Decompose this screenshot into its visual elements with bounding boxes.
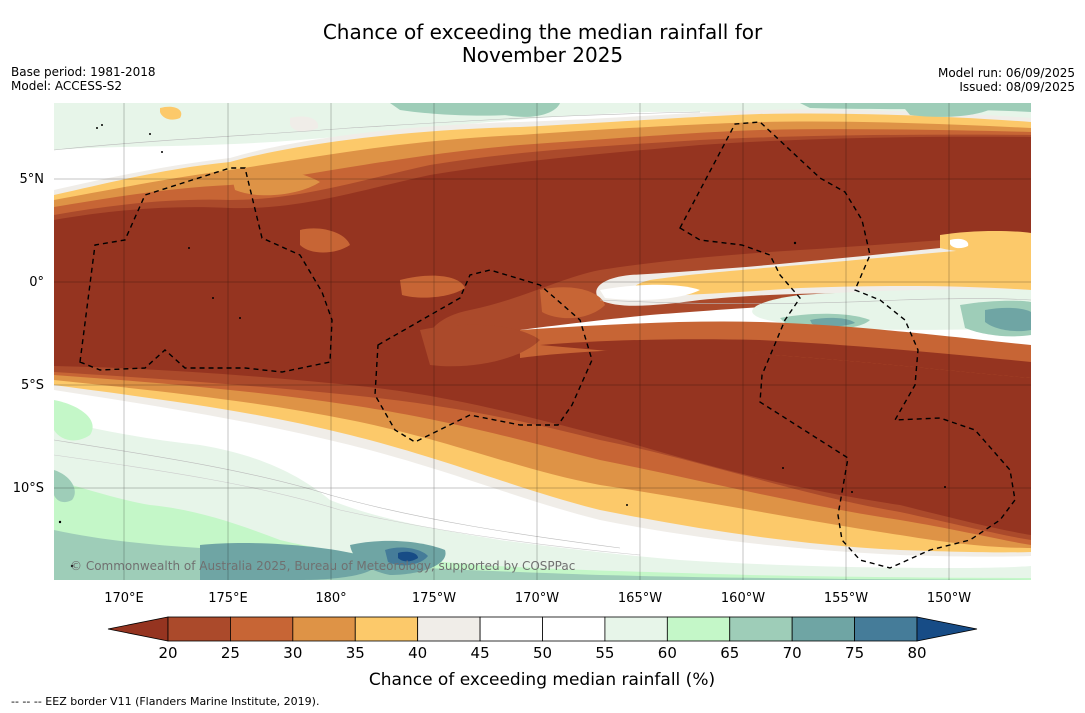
base-period-label: Base period: 1981-2018 [11,65,156,79]
meta-left: Base period: 1981-2018 Model: ACCESS-S2 [11,65,156,93]
colorbar-extend-low [107,616,169,642]
lon-label: 170°E [104,591,144,606]
title-line-2: November 2025 [461,43,624,67]
eez-borders [79,121,1016,569]
map-title: Chance of exceeding the median rainfall … [0,21,1085,67]
colorbar-tick-label: 65 [720,644,739,662]
colorbar-tick-label: 80 [907,644,926,662]
colorbar-segment [292,616,356,642]
model-label: Model: ACCESS-S2 [11,79,123,93]
colorbar-segment [854,616,918,642]
colorbar-tick-label: 50 [533,644,552,662]
colorbar-tick-label: 40 [408,644,427,662]
colorbar-segment [666,616,731,642]
colorbar-segment [604,616,668,642]
colorbar-tick-label: 70 [783,644,802,662]
rainfall-probability-field [54,103,1031,580]
title-line-1: Chance of exceeding the median rainfall … [322,20,763,44]
colorbar-segment [230,616,294,642]
colorbar: 20 25 30 35 40 45 50 55 60 65 70 75 80 [107,616,978,662]
lat-label: 5°S [21,378,44,393]
colorbar-tick-label: 35 [346,644,365,662]
colorbar-tick-label: 55 [595,644,614,662]
colorbar-segment [479,616,543,642]
colorbar-segment [542,616,606,642]
lat-label: 0° [29,275,44,290]
lon-label: 175°W [412,591,456,606]
copyright-text: © Commonwealth of Australia 2025, Bureau… [70,559,575,573]
lat-label: 5°N [20,172,45,187]
lat-label: 10°S [13,481,44,496]
issued-label: Issued: 08/09/2025 [959,80,1075,94]
colorbar-tick-label: 45 [471,644,490,662]
lon-label: 180° [315,591,346,606]
lon-label: 175°E [208,591,248,606]
lon-label: 165°W [618,591,662,606]
colorbar-segment [354,616,419,642]
lon-label: 150°W [927,591,971,606]
colorbar-tick-label: 75 [845,644,864,662]
colorbar-tick-label: 30 [283,644,302,662]
colorbar-label: Chance of exceeding median rainfall (%) [369,670,715,690]
lon-label: 160°W [721,591,765,606]
colorbar-tick-label: 25 [221,644,240,662]
colorbar-extend-high [916,616,978,642]
colorbar-segment [167,616,231,642]
eez-footnote: -- -- -- EEZ border V11 (Flanders Marine… [11,695,320,708]
colorbar-tick-label: 20 [158,644,177,662]
meta-right: Model run: 06/09/2025 Issued: 08/09/2025 [938,66,1075,94]
colorbar-segment [791,616,855,642]
lon-label: 170°W [515,591,559,606]
model-run-label: Model run: 06/09/2025 [937,66,1075,80]
lon-label: 155°W [824,591,868,606]
colorbar-tick-label: 60 [658,644,677,662]
colorbar-segment [417,616,481,642]
colorbar-segment [729,616,793,642]
